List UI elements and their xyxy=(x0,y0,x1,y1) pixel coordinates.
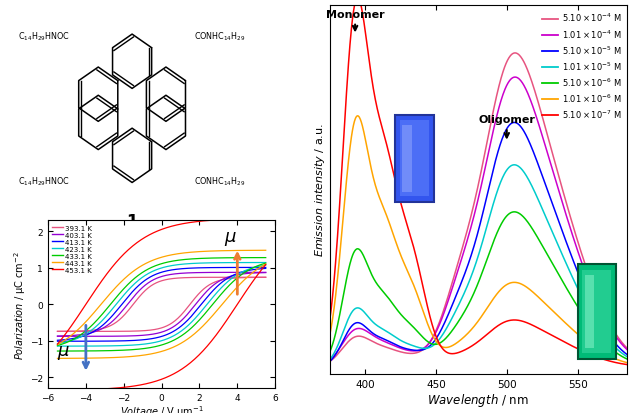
Bar xyxy=(400,121,429,197)
X-axis label: $\it{Wavelength}$ / nm: $\it{Wavelength}$ / nm xyxy=(428,392,529,408)
Bar xyxy=(577,264,616,359)
Text: C$_{14}$H$_{29}$HNOC: C$_{14}$H$_{29}$HNOC xyxy=(18,30,70,43)
Text: $\mu$: $\mu$ xyxy=(58,344,70,361)
Text: Monomer: Monomer xyxy=(326,10,385,31)
Legend: $5.10\times10^{-4}$ M, $1.01\times10^{-4}$ M, $5.10\times10^{-5}$ M, $1.01\times: $5.10\times10^{-4}$ M, $1.01\times10^{-4… xyxy=(540,10,623,123)
Bar xyxy=(585,276,595,348)
Y-axis label: $\it{Polarization}$ / μC cm$^{-2}$: $\it{Polarization}$ / μC cm$^{-2}$ xyxy=(13,250,29,359)
Text: 1: 1 xyxy=(126,212,138,230)
Text: Oligomer: Oligomer xyxy=(478,115,535,138)
Bar xyxy=(403,126,412,192)
Legend: 393.1 K, 403.1 K, 413.1 K, 423.1 K, 433.1 K, 443.1 K, 453.1 K: 393.1 K, 403.1 K, 413.1 K, 423.1 K, 433.… xyxy=(51,224,92,274)
Bar xyxy=(582,271,611,353)
X-axis label: $\it{Voltage}$ / V μm$^{-1}$: $\it{Voltage}$ / V μm$^{-1}$ xyxy=(120,404,204,413)
Text: CONHC$_{14}$H$_{29}$: CONHC$_{14}$H$_{29}$ xyxy=(195,176,246,188)
Text: C$_{14}$H$_{29}$HNOC: C$_{14}$H$_{29}$HNOC xyxy=(18,176,70,188)
Bar xyxy=(396,115,434,203)
Text: $\mu$: $\mu$ xyxy=(224,229,237,247)
Text: CONHC$_{14}$H$_{29}$: CONHC$_{14}$H$_{29}$ xyxy=(195,30,246,43)
Y-axis label: $\it{Emission\ intensity}$ / a.u.: $\it{Emission\ intensity}$ / a.u. xyxy=(313,123,327,257)
